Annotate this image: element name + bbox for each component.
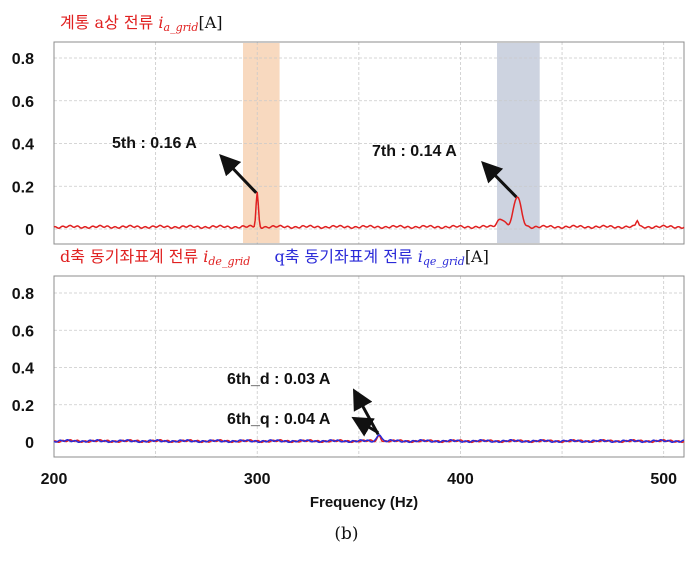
peak-annotation-label: 6th_q : 0.04 A xyxy=(227,411,331,428)
top-title-text: 계통 a상 전류 xyxy=(60,13,159,32)
bottom-chart-panel: 0 0.2 0.4 0.6 0.8 200 300 400 500 Frequency (Hz) 6… xyxy=(12,275,685,511)
plot-frame xyxy=(53,275,685,458)
y-tick-label: 0.8 xyxy=(12,286,34,303)
figure-caption: (b) xyxy=(334,524,359,544)
harmonic-highlight-band xyxy=(243,43,280,243)
q-axis-title-variable: i xyxy=(417,247,423,266)
annotation-arrow xyxy=(481,160,518,199)
top-title-unit: [A] xyxy=(198,13,223,32)
top-chart-title: 계통 a상 전류 ia_grid[A] xyxy=(60,13,223,35)
series-line xyxy=(53,434,685,444)
top-chart-panel: 0 0.2 0.4 0.6 0.8 5th : 0.16 A 7th : 0.14 A xyxy=(12,41,685,245)
x-tick-label: 200 xyxy=(41,471,68,488)
top-title-variable: i xyxy=(158,13,164,32)
y-tick-label: 0.2 xyxy=(12,398,34,415)
top-title-subscript: a_grid xyxy=(163,21,199,34)
peak-annotation-label: 6th_d : 0.03 A xyxy=(227,371,331,388)
annotation-arrow xyxy=(219,153,258,194)
y-tick-label: 0.8 xyxy=(12,51,34,68)
d-axis-title-subscript: de_grid xyxy=(208,255,251,268)
peak-annotation-label: 7th : 0.14 A xyxy=(372,143,457,160)
annotation-arrow xyxy=(351,416,379,437)
q-axis-title-subscript: qe_grid xyxy=(422,255,465,268)
bottom-chart-title: d축 동기좌표계 전류 ide_grid q축 동기좌표계 전류 iqe_gri… xyxy=(60,247,489,269)
plot-area xyxy=(54,276,684,457)
plot-frame xyxy=(53,41,685,245)
x-tick-label: 500 xyxy=(650,471,677,488)
y-tick-label: 0 xyxy=(25,222,34,239)
d-axis-title-variable: i xyxy=(203,247,209,266)
x-tick-label: 300 xyxy=(244,471,271,488)
y-tick-label: 0.6 xyxy=(12,323,34,340)
bottom-title-unit: [A] xyxy=(464,247,489,266)
y-tick-label: 0.4 xyxy=(12,137,34,154)
y-tick-label: 0 xyxy=(25,435,34,452)
peak-annotation-label: 5th : 0.16 A xyxy=(112,135,197,152)
plot-area xyxy=(54,42,684,244)
d-axis-title-text: d축 동기좌표계 전류 xyxy=(60,247,204,266)
x-axis-label: Frequency (Hz) xyxy=(310,494,418,511)
y-tick-label: 0.2 xyxy=(12,179,34,196)
y-tick-label: 0.6 xyxy=(12,94,34,111)
series-line xyxy=(53,191,685,230)
q-axis-title-text: q축 동기좌표계 전류 xyxy=(274,247,418,266)
harmonic-highlight-band xyxy=(497,43,540,243)
x-tick-label: 400 xyxy=(447,471,474,488)
y-tick-label: 0.4 xyxy=(12,361,34,378)
